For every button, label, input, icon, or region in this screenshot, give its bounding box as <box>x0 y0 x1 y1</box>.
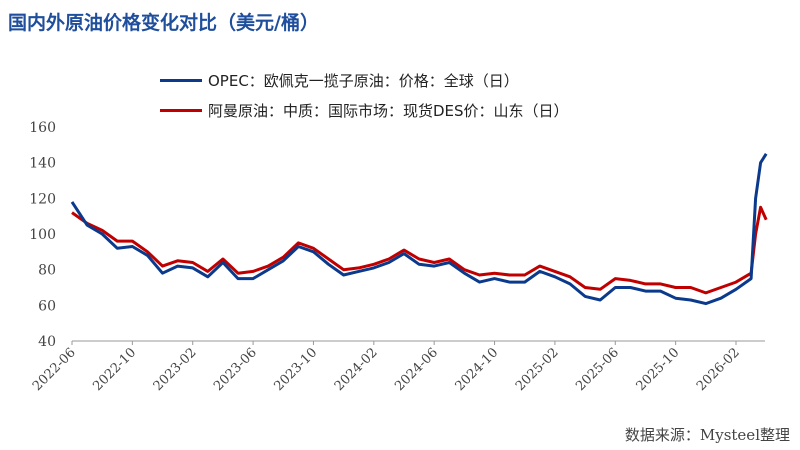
y-tick-label: 80 <box>38 263 56 279</box>
series-line-opec <box>70 153 768 306</box>
x-tick-label: 2025-02 <box>513 345 562 394</box>
y-tick-label: 140 <box>29 156 56 172</box>
x-tick-label: 2024-02 <box>332 345 381 394</box>
x-tick-label: 2023-10 <box>271 345 320 394</box>
x-tick-label: 2022-06 <box>30 345 79 394</box>
x-tick-label: 2023-02 <box>151 345 200 394</box>
y-tick-label: 160 <box>29 120 56 136</box>
x-tick-label: 2023-06 <box>211 345 260 394</box>
x-tick-label: 2026-02 <box>694 345 743 394</box>
legend-swatch <box>160 109 202 112</box>
y-tick-label: 120 <box>29 191 56 207</box>
y-tick-label: 40 <box>38 334 56 350</box>
x-tick-label: 2024-10 <box>453 345 502 394</box>
legend-label: 阿曼原油：中质：国际市场：现货DES价：山东（日） <box>208 102 569 120</box>
legend-item-oman: 阿曼原油：中质：国际市场：现货DES价：山东（日） <box>160 100 569 121</box>
source-note: 数据来源：Mysteel整理 <box>624 426 790 444</box>
legend-item-opec: OPEC：欧佩克一揽子原油：价格：全球（日） <box>160 70 519 91</box>
chart-title: 国内外原油价格变化对比（美元/桶） <box>8 12 319 34</box>
y-tick-label: 100 <box>29 227 56 243</box>
legend-label: OPEC：欧佩克一揽子原油：价格：全球（日） <box>208 72 519 90</box>
y-tick-label: 60 <box>38 298 56 314</box>
series-line-oman <box>71 205 768 295</box>
x-tick-label: 2024-06 <box>392 345 441 394</box>
x-tick-label: 2025-06 <box>573 345 622 394</box>
x-tick-label: 2022-10 <box>90 345 139 394</box>
x-tick-label: 2025-10 <box>634 345 683 394</box>
legend-swatch <box>160 79 202 82</box>
